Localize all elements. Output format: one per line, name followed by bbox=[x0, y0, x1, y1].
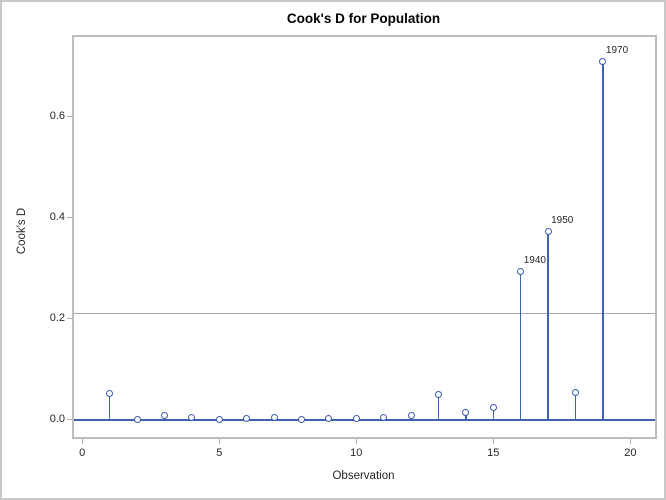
y-tick bbox=[67, 116, 72, 118]
data-point-marker bbox=[380, 414, 388, 422]
x-tick-label: 15 bbox=[487, 447, 500, 459]
x-tick bbox=[81, 439, 83, 444]
y-tick bbox=[67, 419, 72, 421]
x-tick bbox=[492, 439, 494, 444]
reference-line bbox=[74, 313, 655, 315]
data-point-marker bbox=[106, 389, 114, 397]
data-point-marker bbox=[462, 409, 470, 417]
y-tick-label: 0.6 bbox=[49, 109, 65, 122]
x-axis-title: Observation bbox=[332, 470, 395, 482]
data-point-marker bbox=[407, 412, 415, 420]
x-tick bbox=[629, 439, 631, 444]
needle bbox=[492, 407, 495, 420]
data-point-marker bbox=[572, 389, 580, 397]
data-point-marker bbox=[160, 412, 168, 420]
y-tick bbox=[67, 217, 72, 219]
data-point-marker bbox=[133, 415, 141, 423]
needle bbox=[519, 271, 522, 420]
y-tick-label: 0.2 bbox=[49, 311, 65, 324]
x-tick-label: 5 bbox=[216, 447, 223, 459]
data-point-marker bbox=[188, 414, 196, 422]
point-label: 1970 bbox=[605, 45, 629, 57]
data-point-marker bbox=[544, 227, 552, 235]
y-axis-title: Cook's D bbox=[16, 207, 28, 255]
x-tick-label: 0 bbox=[79, 447, 86, 459]
x-tick bbox=[355, 439, 357, 444]
data-point-marker bbox=[489, 403, 497, 411]
y-tick-label: 0.4 bbox=[49, 210, 65, 223]
data-point-marker bbox=[243, 415, 251, 423]
needle bbox=[465, 412, 467, 420]
data-point-marker bbox=[270, 414, 278, 422]
x-tick bbox=[218, 439, 220, 444]
y-tick bbox=[67, 318, 72, 320]
needle bbox=[574, 392, 577, 420]
data-point-marker bbox=[352, 415, 360, 423]
y-tick-label: 0.0 bbox=[49, 412, 65, 425]
needle bbox=[602, 61, 604, 420]
x-tick-label: 10 bbox=[350, 447, 363, 459]
data-point-marker bbox=[434, 391, 442, 399]
chart-title: Cook's D for Population bbox=[286, 11, 441, 26]
data-point-marker bbox=[325, 414, 333, 422]
point-label: 1950 bbox=[551, 215, 574, 227]
plot-area: 1940 1950 1970 0 5 10 15 20 0.0 0.2 0.4 0.6 bbox=[50, 35, 657, 459]
needle bbox=[547, 231, 549, 420]
needle bbox=[437, 394, 440, 420]
x-tick-label: 20 bbox=[624, 447, 637, 459]
data-point-marker bbox=[599, 57, 607, 65]
zero-baseline bbox=[74, 418, 655, 421]
point-label: 1940 bbox=[523, 255, 546, 267]
data-point-marker bbox=[517, 267, 525, 275]
data-point-marker bbox=[215, 415, 223, 423]
needle bbox=[108, 393, 111, 420]
data-point-marker bbox=[297, 415, 305, 423]
